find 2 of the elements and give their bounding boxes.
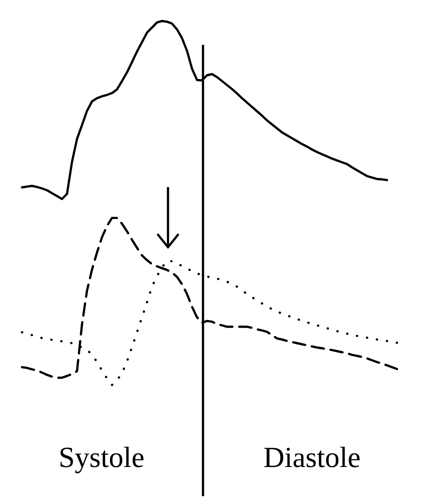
text: Systole [60,446,144,474]
text: Diastole [264,446,360,468]
